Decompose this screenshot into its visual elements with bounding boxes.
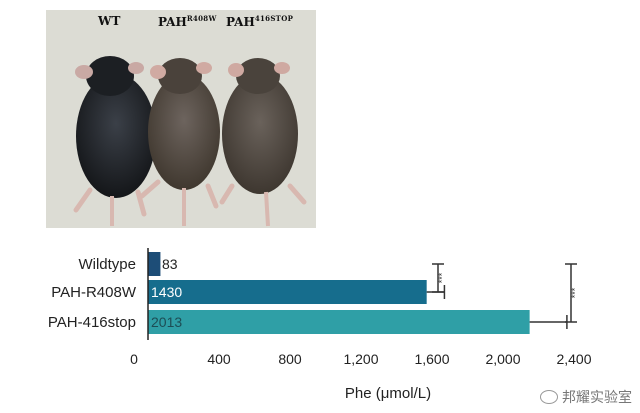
photo-label-wt: WT <box>98 14 121 28</box>
x-tick-label: 400 <box>207 351 231 367</box>
significance-label: *** <box>570 287 580 298</box>
mouse-r408w <box>139 58 220 226</box>
watermark: 邦耀实验室 <box>540 387 632 407</box>
x-tick-label: 800 <box>278 351 302 367</box>
photo-label-r408w: PAHR408W <box>158 14 217 29</box>
category-label: Wildtype <box>78 256 136 273</box>
wechat-icon <box>540 390 558 404</box>
mouse-photo: WT PAHR408W PAH416STOP <box>46 10 316 228</box>
x-tick-label: 2,400 <box>556 351 591 367</box>
category-label: PAH-416stop <box>48 314 136 331</box>
data-label: 2013 <box>151 314 182 330</box>
mice-illustration <box>73 56 307 227</box>
x-tick-label: 2,000 <box>485 351 520 367</box>
bar <box>148 310 530 334</box>
data-label: 83 <box>162 256 178 272</box>
mouse-wt <box>73 56 156 226</box>
bar <box>148 252 161 276</box>
significance-label: *** <box>437 272 447 283</box>
photo-label-416stop: PAH416STOP <box>226 14 294 29</box>
bar <box>148 280 427 304</box>
x-axis-title: Phe (μmol/L) <box>345 385 431 402</box>
data-label: 1430 <box>151 284 182 300</box>
mouse-416stop <box>219 58 307 227</box>
x-tick-label: 1,600 <box>414 351 449 367</box>
x-tick-label: 0 <box>130 351 138 367</box>
watermark-text: 邦耀实验室 <box>562 390 632 406</box>
category-label: PAH-R408W <box>51 284 137 301</box>
x-tick-label: 1,200 <box>343 351 378 367</box>
